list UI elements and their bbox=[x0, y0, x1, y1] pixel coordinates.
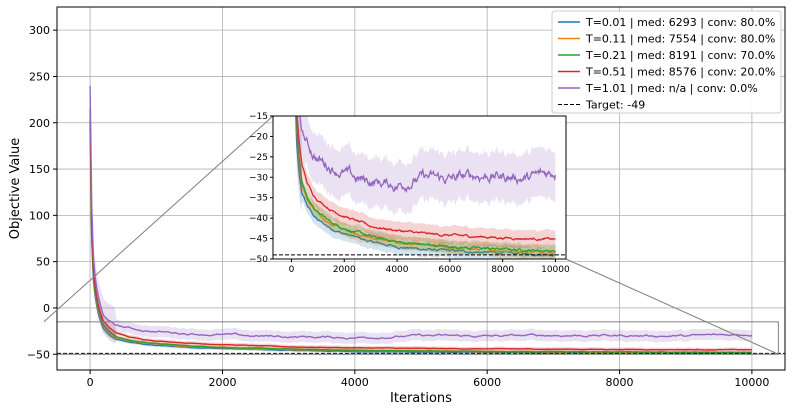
inset-x-tick-label: 6000 bbox=[438, 265, 461, 275]
plot-frame bbox=[56, 6, 786, 371]
inset-y-tick-label: −50 bbox=[249, 255, 268, 265]
series-line-3 bbox=[89, 108, 752, 351]
inset-y-tick-label: −25 bbox=[249, 153, 268, 163]
inset-area bbox=[273, 116, 566, 259]
inset-x-tick-label: 2000 bbox=[333, 265, 356, 275]
y-tick-label: 250 bbox=[29, 70, 50, 83]
plot-series bbox=[57, 69, 785, 356]
legend-label: Target: -49 bbox=[585, 99, 645, 112]
inset-band-2 bbox=[295, 116, 556, 259]
inset-band-4 bbox=[295, 116, 556, 216]
inset-series bbox=[273, 116, 566, 259]
connector-line bbox=[43, 115, 274, 323]
legend-box bbox=[551, 10, 782, 114]
legend-label: T=0.21 | med: 8191 | conv: 70.0% bbox=[585, 49, 775, 62]
inset-line-0 bbox=[295, 116, 556, 257]
inset-y-tick-label: −35 bbox=[249, 194, 268, 204]
x-axis-label: Iterations bbox=[390, 391, 452, 406]
inset-y-tick-label: −45 bbox=[249, 235, 268, 245]
inset-x-tick-label: 8000 bbox=[491, 265, 514, 275]
y-tick-label: 0 bbox=[43, 302, 50, 315]
inset-y-tick-label: −20 bbox=[249, 132, 268, 142]
y-tick-label: 50 bbox=[36, 256, 50, 269]
legend-label: T=1.01 | med: n/a | conv: 0.0% bbox=[585, 82, 758, 95]
y-tick-label: 150 bbox=[29, 163, 50, 176]
series-line-4 bbox=[89, 85, 753, 340]
inset-frame bbox=[272, 115, 567, 260]
y-tick-label: 300 bbox=[29, 24, 50, 37]
inset-line-4 bbox=[299, 116, 557, 194]
x-tick-label: 8000 bbox=[606, 376, 634, 389]
legend-label: T=0.11 | med: 7554 | conv: 80.0% bbox=[585, 33, 775, 46]
inset-y-tick-label: −40 bbox=[249, 214, 268, 224]
x-tick-label: 0 bbox=[87, 376, 94, 389]
inset-x-tick-label: 4000 bbox=[386, 265, 409, 275]
inset-x-tick-label: 0 bbox=[289, 265, 295, 275]
inset-line-2 bbox=[295, 116, 556, 253]
y-tick-label: 100 bbox=[29, 209, 50, 222]
inset-y-tick-label: −15 bbox=[249, 112, 268, 122]
inset-band-3 bbox=[296, 116, 556, 250]
legend-label: T=0.01 | med: 6293 | conv: 80.0% bbox=[585, 16, 775, 29]
x-tick-label: 2000 bbox=[208, 376, 236, 389]
x-tick-label: 6000 bbox=[473, 376, 501, 389]
inset-band-1 bbox=[295, 116, 556, 259]
x-tick-label: 4000 bbox=[341, 376, 369, 389]
legend: T=0.01 | med: 6293 | conv: 80.0% T=0.11 |… bbox=[551, 10, 782, 114]
y-axis-label: Objective Value bbox=[8, 138, 23, 239]
inset-line-3 bbox=[296, 116, 556, 242]
inset-y-tick-label: −30 bbox=[249, 173, 268, 183]
inset-x-tick-label: 10000 bbox=[541, 265, 570, 275]
x-tick-label: 10000 bbox=[734, 376, 769, 389]
zoom-region bbox=[57, 321, 779, 355]
legend-label: T=0.51 | med: 8576 | conv: 20.0% bbox=[585, 66, 775, 79]
y-tick-label: 200 bbox=[29, 117, 50, 130]
connector-line bbox=[565, 258, 779, 355]
series-line-2 bbox=[89, 118, 752, 354]
y-tick-label: −50 bbox=[27, 348, 50, 361]
